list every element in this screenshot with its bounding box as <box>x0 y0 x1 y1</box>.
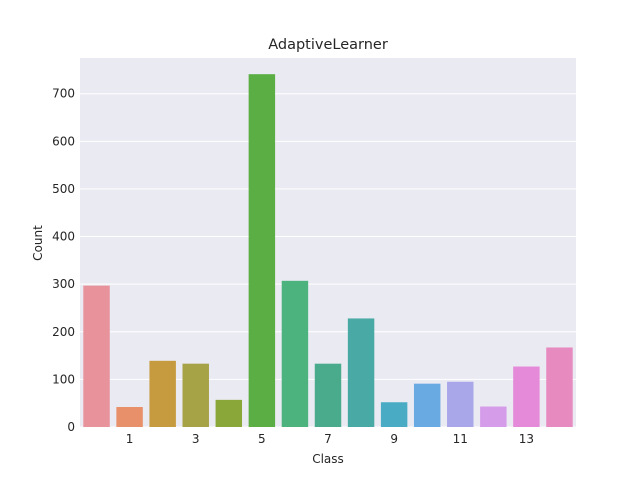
y-tick-label: 100 <box>52 372 75 386</box>
x-tick-label: 9 <box>390 432 398 446</box>
x-tick-label: 13 <box>519 432 534 446</box>
y-tick-label: 200 <box>52 325 75 339</box>
x-axis-label: Class <box>312 452 344 466</box>
x-axis-ticks: 1 3 5 7 9 11 13 <box>126 432 534 446</box>
bar-class-3 <box>182 363 209 427</box>
bar-class-14 <box>546 347 573 427</box>
bar-class-2 <box>149 360 176 427</box>
bar-class-12 <box>480 406 507 427</box>
y-tick-label: 600 <box>52 134 75 148</box>
bar-class-7 <box>314 363 342 427</box>
bar-class-4 <box>215 399 243 427</box>
bar-class-6 <box>281 280 309 427</box>
y-axis-ticks: 0 100 200 300 400 500 600 700 <box>52 87 75 434</box>
bar-class-8 <box>347 318 375 427</box>
bar-class-5 <box>248 74 276 427</box>
x-tick-label: 7 <box>324 432 332 446</box>
x-tick-label: 11 <box>453 432 468 446</box>
bar-class-10 <box>413 383 441 427</box>
bars-layer <box>83 74 573 427</box>
bar-class-0 <box>83 285 110 427</box>
x-tick-label: 3 <box>192 432 200 446</box>
y-axis-label: Count <box>31 225 45 261</box>
bar-class-9 <box>380 402 408 427</box>
bar-class-11 <box>447 381 474 427</box>
y-tick-label: 700 <box>52 87 75 101</box>
bar-class-13 <box>513 366 540 427</box>
y-tick-label: 300 <box>52 277 75 291</box>
x-tick-label: 5 <box>258 432 266 446</box>
y-tick-label: 500 <box>52 182 75 196</box>
y-tick-label: 0 <box>67 420 75 434</box>
y-tick-label: 400 <box>52 230 75 244</box>
bar-class-1 <box>116 407 143 427</box>
x-tick-label: 1 <box>126 432 134 446</box>
chart-title: AdaptiveLearner <box>268 37 388 53</box>
